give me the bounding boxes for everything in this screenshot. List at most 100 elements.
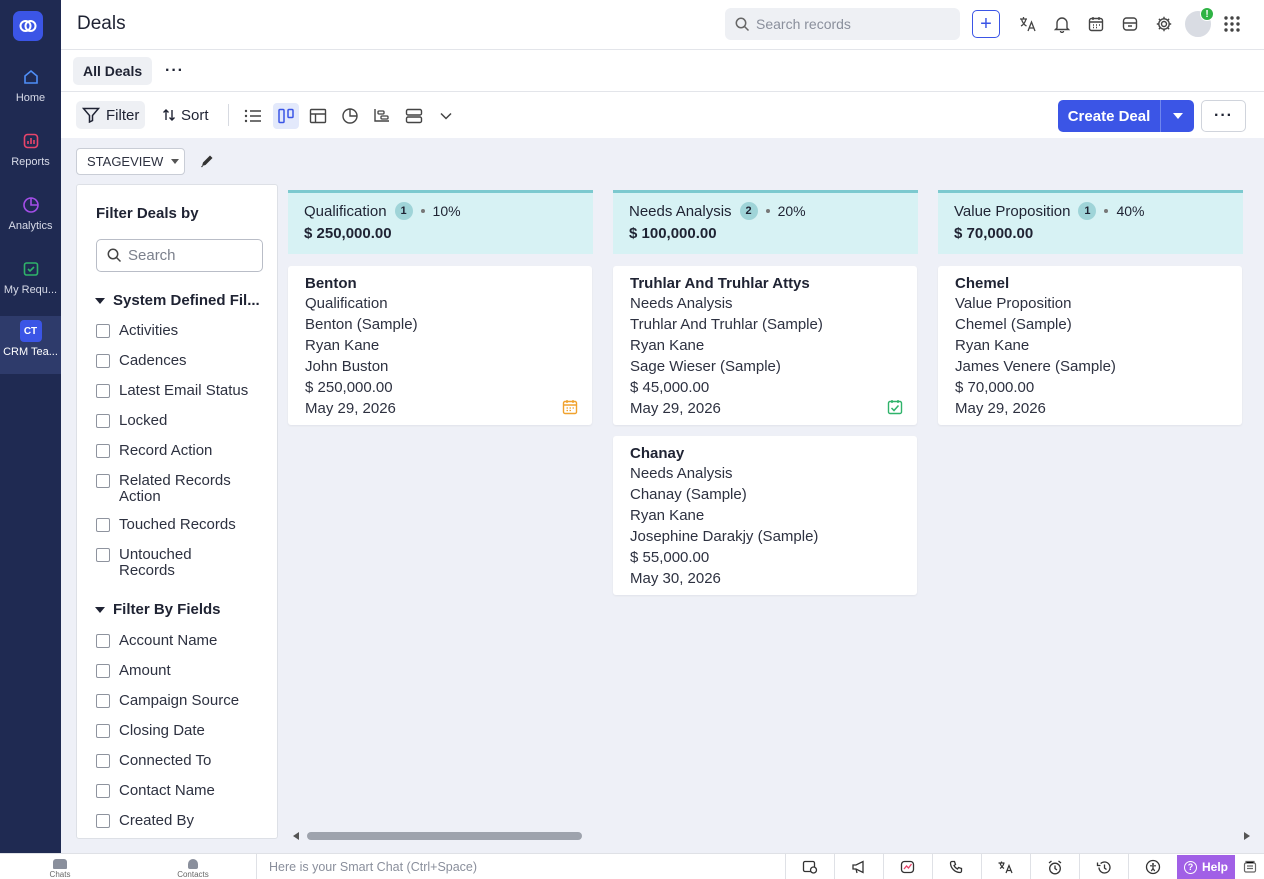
notification-bell-icon[interactable] (1051, 13, 1073, 35)
create-deal-button[interactable]: Create Deal (1058, 100, 1160, 132)
checkbox[interactable] (96, 694, 110, 708)
deal-card[interactable]: Truhlar And Truhlar Attys Needs Analysis… (613, 266, 917, 425)
checkbox[interactable] (96, 724, 110, 738)
filter-item[interactable]: Activities (96, 323, 178, 339)
filter-search-input[interactable]: Search (96, 239, 263, 272)
checkbox[interactable] (96, 784, 110, 798)
section-label: Filter By Fields (113, 601, 221, 618)
rail-item-crm-teamspace[interactable]: CT CRM Tea... (0, 316, 61, 374)
filter-item[interactable]: Contact Name (96, 783, 215, 799)
caret-down-icon (1172, 113, 1183, 119)
screen-share-icon[interactable] (785, 854, 834, 879)
checkbox[interactable] (96, 814, 110, 828)
horizontal-scrollbar[interactable] (287, 829, 1250, 843)
filter-item[interactable]: Created By (96, 813, 194, 829)
list-view-icon[interactable] (241, 104, 265, 128)
pencil-edit-icon[interactable] (199, 153, 215, 169)
tab-more-menu[interactable]: ··· (165, 62, 184, 79)
sort-button[interactable]: Sort (156, 101, 215, 129)
history-icon[interactable] (1079, 854, 1128, 879)
megaphone-icon[interactable] (834, 854, 883, 879)
checkbox[interactable] (96, 414, 110, 428)
accessibility-icon[interactable] (1128, 854, 1177, 879)
create-deal-dropdown[interactable] (1160, 100, 1194, 132)
checkbox[interactable] (96, 384, 110, 398)
stage-probability: 40% (1116, 203, 1145, 219)
filter-item[interactable]: Related Records Action (96, 473, 246, 505)
contact-person-icon (188, 859, 198, 869)
stageview-select[interactable]: STAGEVIEW (76, 148, 185, 175)
calendar-icon[interactable] (562, 399, 578, 415)
filter-item[interactable]: Latest Email Status (96, 383, 248, 399)
filter-item[interactable]: Cadences (96, 353, 187, 369)
app-logo[interactable] (13, 11, 43, 41)
rail-item-reports[interactable]: Reports (0, 126, 61, 182)
checkbox[interactable] (96, 354, 110, 368)
filter-item[interactable]: Touched Records (96, 517, 236, 533)
timeline-view-icon[interactable] (370, 104, 394, 128)
translate-icon[interactable] (981, 854, 1030, 879)
marketplace-icon[interactable] (1119, 13, 1141, 35)
smart-chat-input[interactable]: Here is your Smart Chat (Ctrl+Space) (256, 854, 784, 879)
filter-button[interactable]: Filter (76, 101, 146, 129)
settings-gear-icon[interactable] (1153, 13, 1175, 35)
checkbox[interactable] (96, 518, 110, 532)
table-view-icon[interactable] (306, 104, 330, 128)
checkbox[interactable] (96, 474, 110, 488)
rail-item-analytics[interactable]: Analytics (0, 190, 61, 246)
calendar-icon[interactable] (1085, 13, 1107, 35)
filter-item-label: Cadences (119, 352, 187, 369)
phone-icon[interactable] (932, 854, 981, 879)
kanban-view-icon[interactable] (273, 103, 299, 129)
filter-item[interactable]: Amount (96, 663, 171, 679)
more-actions-button[interactable]: ··· (1201, 100, 1246, 132)
deal-card[interactable]: Chanay Needs Analysis Chanay (Sample) Ry… (613, 436, 917, 595)
deal-card[interactable]: Benton Qualification Benton (Sample) Rya… (288, 266, 592, 425)
checkbox[interactable] (96, 324, 110, 338)
translate-icon[interactable] (1017, 13, 1039, 35)
app-grid-icon[interactable] (1221, 13, 1243, 35)
help-button[interactable]: ? Help (1177, 855, 1235, 879)
rail-label: My Requ... (3, 284, 58, 296)
checkbox[interactable] (96, 634, 110, 648)
scroll-right-arrow-icon[interactable] (1244, 832, 1250, 840)
feedback-icon[interactable] (1236, 854, 1264, 879)
rail-item-my-requests[interactable]: My Requ... (0, 254, 61, 310)
analytics-spark-icon[interactable] (883, 854, 932, 879)
deal-amount: $ 250,000.00 (305, 379, 393, 396)
filter-item-label: Account Name (119, 632, 218, 649)
deal-name[interactable]: Benton (305, 275, 357, 292)
checkbox[interactable] (96, 664, 110, 678)
checkbox[interactable] (96, 548, 110, 562)
deal-name[interactable]: Truhlar And Truhlar Attys (630, 275, 810, 292)
filter-item[interactable]: Record Action (96, 443, 212, 459)
alarm-clock-icon[interactable] (1030, 854, 1079, 879)
filter-item[interactable]: Locked (96, 413, 167, 429)
deal-name[interactable]: Chanay (630, 445, 685, 462)
filter-item[interactable]: Campaign Source (96, 693, 239, 709)
scroll-left-arrow-icon[interactable] (293, 832, 299, 840)
filter-item[interactable]: Untouched Records (96, 547, 216, 579)
filter-item[interactable]: Connected To (96, 753, 211, 769)
scrollbar-thumb[interactable] (307, 832, 582, 840)
rail-item-home[interactable]: Home (0, 62, 61, 118)
search-records-input[interactable]: Search records (725, 8, 960, 40)
chats-button[interactable]: Chats (30, 854, 90, 879)
checkbox[interactable] (96, 444, 110, 458)
filter-by-fields-section[interactable]: Filter By Fields (95, 601, 221, 618)
quick-create-button[interactable]: + (972, 10, 1000, 38)
chevron-down-icon[interactable] (434, 104, 458, 128)
home-icon (20, 66, 42, 88)
chart-view-icon[interactable] (338, 104, 362, 128)
task-check-icon[interactable] (887, 399, 903, 415)
deal-name[interactable]: Chemel (955, 275, 1010, 292)
system-defined-filters-section[interactable]: System Defined Fil... (95, 292, 260, 309)
contacts-button[interactable]: Contacts (163, 854, 223, 879)
deal-card[interactable]: Chemel Value Proposition Chemel (Sample)… (938, 266, 1242, 425)
filter-item[interactable]: Closing Date (96, 723, 205, 739)
filter-item[interactable]: Account Name (96, 633, 217, 649)
filter-item-label: Campaign Source (119, 692, 240, 709)
checkbox[interactable] (96, 754, 110, 768)
canvas-view-icon[interactable] (402, 104, 426, 128)
tab-all-deals[interactable]: All Deals (73, 57, 153, 85)
